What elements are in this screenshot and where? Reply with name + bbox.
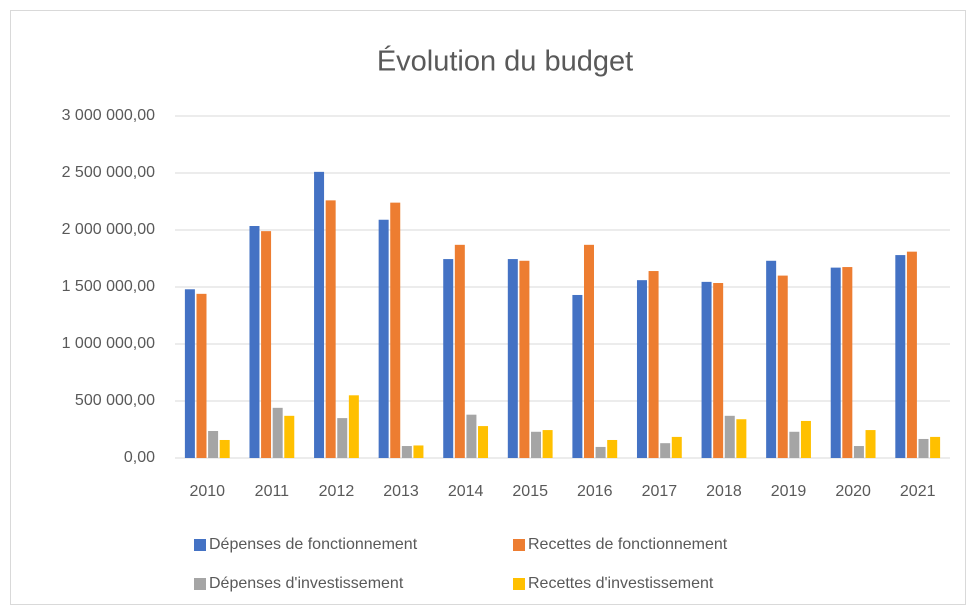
x-tick-label: 2016 [577,483,613,500]
bar [736,419,747,458]
bar [390,202,401,458]
bar [713,283,724,458]
bar [196,293,207,458]
legend-label: Recettes d'investissement [528,575,714,592]
bar [219,439,230,458]
bar [401,446,412,458]
bar [607,439,618,458]
bar [800,420,811,458]
y-tick-label: 2 000 000,00 [62,221,156,238]
bar [595,446,606,458]
bar [519,260,530,458]
bar [777,275,788,458]
x-tick-label: 2014 [448,483,484,500]
bar [636,280,647,458]
bar [671,436,682,458]
x-tick-label: 2012 [319,483,355,500]
x-tick-label: 2011 [255,483,290,500]
x-tick-label: 2013 [383,483,419,500]
y-tick-label: 3 000 000,00 [62,107,156,124]
bar [413,445,424,458]
x-tick-label: 2018 [706,483,742,500]
x-tick-label: 2015 [512,483,548,500]
bar [660,443,671,458]
bar [830,267,841,458]
y-tick-label: 1 500 000,00 [62,278,156,295]
legend-label: Recettes de fonctionnement [528,536,728,553]
bar [184,289,195,458]
y-tick-label: 2 500 000,00 [62,164,156,181]
bar [249,226,260,458]
bar [842,267,853,458]
bar [918,438,929,458]
bar [895,255,906,458]
chart-border [10,10,966,605]
bar [542,430,553,458]
bar [648,271,659,458]
bar [314,171,325,459]
bar [272,407,283,458]
legend-swatch [194,539,206,551]
bar [478,426,489,458]
bar [507,259,518,458]
bar [724,415,735,458]
bar [906,251,917,458]
legend-swatch [194,578,206,590]
bar [789,431,800,458]
legend-swatch [513,578,525,590]
bar [325,200,336,459]
legend-label: Dépenses de fonctionnement [209,536,418,553]
bar [443,259,454,458]
bar [454,244,465,458]
x-tick-label: 2010 [189,483,225,500]
bar [261,231,272,458]
x-tick-label: 2019 [771,483,807,500]
bar [466,414,477,458]
x-tick-label: 2017 [642,483,678,500]
bar [865,430,876,458]
y-tick-label: 500 000,00 [75,392,155,409]
bar [348,395,359,458]
bar [337,418,348,458]
legend-swatch [513,539,525,551]
x-tick-label: 2021 [900,483,936,500]
bar [853,446,864,458]
bar [766,260,777,458]
bar [583,244,594,458]
y-tick-label: 1 000 000,00 [62,335,156,352]
x-tick-label: 2020 [835,483,871,500]
bar [701,281,712,458]
bar [572,294,583,458]
chart-title: Évolution du budget [377,45,633,78]
y-tick-label: 0,00 [124,449,155,466]
legend-label: Dépenses d'investissement [209,575,404,592]
bar [930,436,941,458]
bar [531,431,542,458]
bar [208,430,219,458]
bar [378,219,389,458]
bar [284,415,295,458]
